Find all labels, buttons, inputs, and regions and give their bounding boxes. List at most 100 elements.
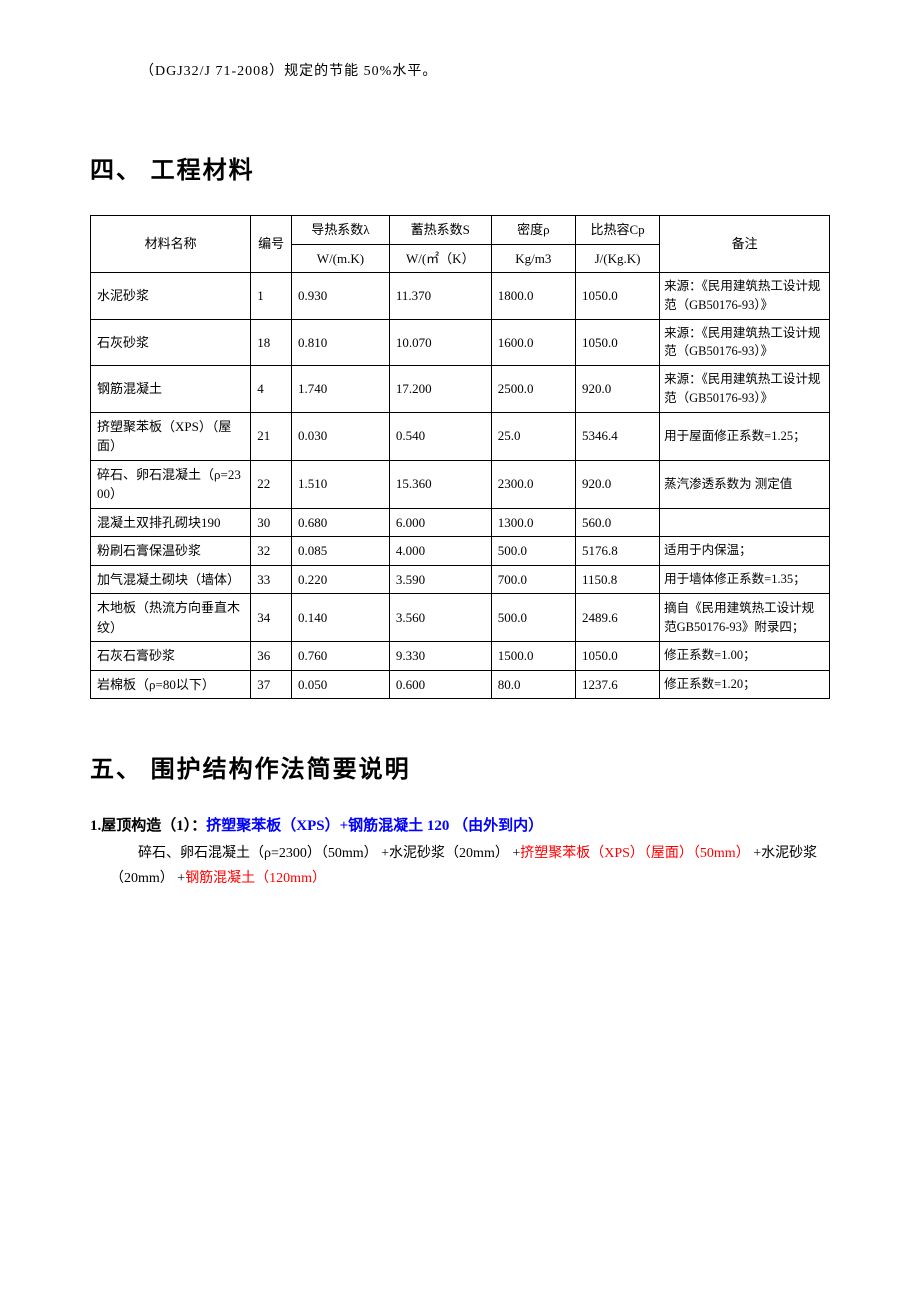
cell-name: 加气混凝土砌块（墙体）: [91, 565, 251, 594]
cell-rho: 1600.0: [491, 319, 575, 366]
cell-cp: 560.0: [575, 508, 659, 537]
th-note: 备注: [660, 216, 830, 273]
cell-s: 4.000: [389, 537, 491, 566]
section-4-title: 四、 工程材料: [90, 150, 830, 185]
roof-p1a: 碎石、卵石混凝土（ρ=2300）（50mm） +水泥砂浆（20mm） +: [138, 846, 520, 861]
cell-cp: 1050.0: [575, 319, 659, 366]
th-s-unit: W/(㎡（K）: [389, 244, 491, 273]
cell-cp: 920.0: [575, 460, 659, 508]
cell-rho: 700.0: [491, 565, 575, 594]
cell-s: 3.590: [389, 565, 491, 594]
table-row: 木地板（热流方向垂直木纹）340.1403.560500.02489.6摘自《民…: [91, 594, 830, 642]
cell-name: 挤塑聚苯板（XPS）（屋面）: [91, 412, 251, 460]
cell-lambda: 0.220: [292, 565, 390, 594]
table-row: 混凝土双排孔砌块190300.6806.0001300.0560.0: [91, 508, 830, 537]
table-row: 粉刷石膏保温砂浆320.0854.000500.05176.8适用于内保温；: [91, 537, 830, 566]
intro-text: （DGJ32/J 71-2008）规定的节能 50%水平。: [140, 60, 830, 80]
cell-s: 6.000: [389, 508, 491, 537]
roof-heading-black: 1.屋顶构造（1）：: [90, 818, 206, 834]
table-row: 加气混凝土砌块（墙体）330.2203.590700.01150.8用于墙体修正…: [91, 565, 830, 594]
cell-lambda: 0.140: [292, 594, 390, 642]
cell-cp: 5346.4: [575, 412, 659, 460]
cell-id: 36: [251, 642, 292, 671]
cell-note: 来源：《民用建筑热工设计规范（GB50176-93）》: [660, 366, 830, 413]
table-row: 挤塑聚苯板（XPS）（屋面）210.0300.54025.05346.4用于屋面…: [91, 412, 830, 460]
th-id: 编号: [251, 216, 292, 273]
cell-rho: 1800.0: [491, 273, 575, 320]
table-row: 钢筋混凝土41.74017.2002500.0920.0来源：《民用建筑热工设计…: [91, 366, 830, 413]
cell-cp: 1237.6: [575, 670, 659, 699]
cell-rho: 1500.0: [491, 642, 575, 671]
cell-s: 15.360: [389, 460, 491, 508]
cell-cp: 1050.0: [575, 642, 659, 671]
cell-name: 木地板（热流方向垂直木纹）: [91, 594, 251, 642]
cell-id: 21: [251, 412, 292, 460]
th-s: 蓄热系数S: [389, 216, 491, 245]
cell-cp: 920.0: [575, 366, 659, 413]
table-row: 石灰石膏砂浆360.7609.3301500.01050.0修正系数=1.00；: [91, 642, 830, 671]
th-cp-unit: J/(Kg.K): [575, 244, 659, 273]
cell-lambda: 1.740: [292, 366, 390, 413]
cell-s: 0.600: [389, 670, 491, 699]
table-row: 岩棉板（ρ=80以下）370.0500.60080.01237.6修正系数=1.…: [91, 670, 830, 699]
cell-id: 32: [251, 537, 292, 566]
cell-id: 34: [251, 594, 292, 642]
cell-name: 钢筋混凝土: [91, 366, 251, 413]
cell-note: 适用于内保温；: [660, 537, 830, 566]
cell-id: 22: [251, 460, 292, 508]
cell-cp: 2489.6: [575, 594, 659, 642]
cell-name: 水泥砂浆: [91, 273, 251, 320]
cell-s: 3.560: [389, 594, 491, 642]
table-row: 石灰砂浆180.81010.0701600.01050.0来源：《民用建筑热工设…: [91, 319, 830, 366]
cell-note: 摘自《民用建筑热工设计规范GB50176-93》附录四；: [660, 594, 830, 642]
cell-note: 蒸汽渗透系数为 测定值: [660, 460, 830, 508]
th-lambda-unit: W/(m.K): [292, 244, 390, 273]
cell-id: 18: [251, 319, 292, 366]
th-rho: 密度ρ: [491, 216, 575, 245]
cell-rho: 25.0: [491, 412, 575, 460]
cell-id: 37: [251, 670, 292, 699]
cell-s: 10.070: [389, 319, 491, 366]
cell-rho: 500.0: [491, 537, 575, 566]
cell-rho: 2300.0: [491, 460, 575, 508]
cell-lambda: 0.810: [292, 319, 390, 366]
cell-id: 4: [251, 366, 292, 413]
cell-note: 来源：《民用建筑热工设计规范（GB50176-93）》: [660, 273, 830, 320]
cell-name: 粉刷石膏保温砂浆: [91, 537, 251, 566]
cell-lambda: 0.930: [292, 273, 390, 320]
section-5-title: 五、 围护结构作法简要说明: [90, 749, 830, 784]
roof-heading-blue: 挤塑聚苯板（XPS）+钢筋混凝土 120 （由外到内）: [206, 818, 543, 834]
cell-s: 9.330: [389, 642, 491, 671]
cell-name: 石灰砂浆: [91, 319, 251, 366]
cell-id: 30: [251, 508, 292, 537]
cell-lambda: 0.085: [292, 537, 390, 566]
table-row: 碎石、卵石混凝土（ρ=2300）221.51015.3602300.0920.0…: [91, 460, 830, 508]
cell-lambda: 1.510: [292, 460, 390, 508]
cell-s: 17.200: [389, 366, 491, 413]
th-lambda: 导热系数λ: [292, 216, 390, 245]
cell-rho: 2500.0: [491, 366, 575, 413]
th-cp: 比热容Cp: [575, 216, 659, 245]
cell-cp: 5176.8: [575, 537, 659, 566]
cell-lambda: 0.030: [292, 412, 390, 460]
cell-name: 石灰石膏砂浆: [91, 642, 251, 671]
cell-id: 1: [251, 273, 292, 320]
roof-p1b: 挤塑聚苯板（XPS）（屋面）（50mm）: [520, 846, 749, 861]
cell-rho: 1300.0: [491, 508, 575, 537]
cell-note: 修正系数=1.00；: [660, 642, 830, 671]
roof-paragraph: 碎石、卵石混凝土（ρ=2300）（50mm） +水泥砂浆（20mm） +挤塑聚苯…: [110, 841, 830, 891]
cell-note: 用于墙体修正系数=1.35；: [660, 565, 830, 594]
cell-note: [660, 508, 830, 537]
cell-cp: 1150.8: [575, 565, 659, 594]
table-row: 水泥砂浆10.93011.3701800.01050.0来源：《民用建筑热工设计…: [91, 273, 830, 320]
cell-rho: 500.0: [491, 594, 575, 642]
th-name: 材料名称: [91, 216, 251, 273]
cell-note: 用于屋面修正系数=1.25；: [660, 412, 830, 460]
cell-id: 33: [251, 565, 292, 594]
cell-s: 11.370: [389, 273, 491, 320]
cell-rho: 80.0: [491, 670, 575, 699]
cell-note: 来源：《民用建筑热工设计规范（GB50176-93）》: [660, 319, 830, 366]
cell-name: 碎石、卵石混凝土（ρ=2300）: [91, 460, 251, 508]
materials-table: 材料名称 编号 导热系数λ 蓄热系数S 密度ρ 比热容Cp 备注 W/(m.K)…: [90, 215, 830, 699]
cell-name: 混凝土双排孔砌块190: [91, 508, 251, 537]
